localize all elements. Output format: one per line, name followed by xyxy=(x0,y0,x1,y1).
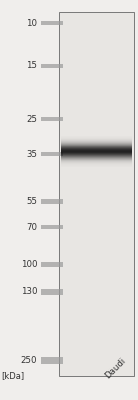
Bar xyxy=(41,199,63,204)
Bar xyxy=(41,225,63,230)
Bar xyxy=(41,64,63,68)
Text: Daudi: Daudi xyxy=(104,356,128,380)
Bar xyxy=(59,12,134,376)
Text: 35: 35 xyxy=(26,150,37,159)
Text: 70: 70 xyxy=(26,222,37,232)
Bar xyxy=(41,152,63,156)
Bar xyxy=(41,21,63,25)
Text: 100: 100 xyxy=(21,260,37,269)
Bar xyxy=(41,357,63,364)
Text: [kDa]: [kDa] xyxy=(1,371,25,380)
Text: 130: 130 xyxy=(21,287,37,296)
Text: 10: 10 xyxy=(26,18,37,28)
Text: 15: 15 xyxy=(26,61,37,70)
Text: 250: 250 xyxy=(21,356,37,365)
Text: 55: 55 xyxy=(26,197,37,206)
Bar xyxy=(41,289,63,295)
Bar xyxy=(41,117,63,121)
Bar xyxy=(41,262,63,267)
Text: 25: 25 xyxy=(26,114,37,124)
